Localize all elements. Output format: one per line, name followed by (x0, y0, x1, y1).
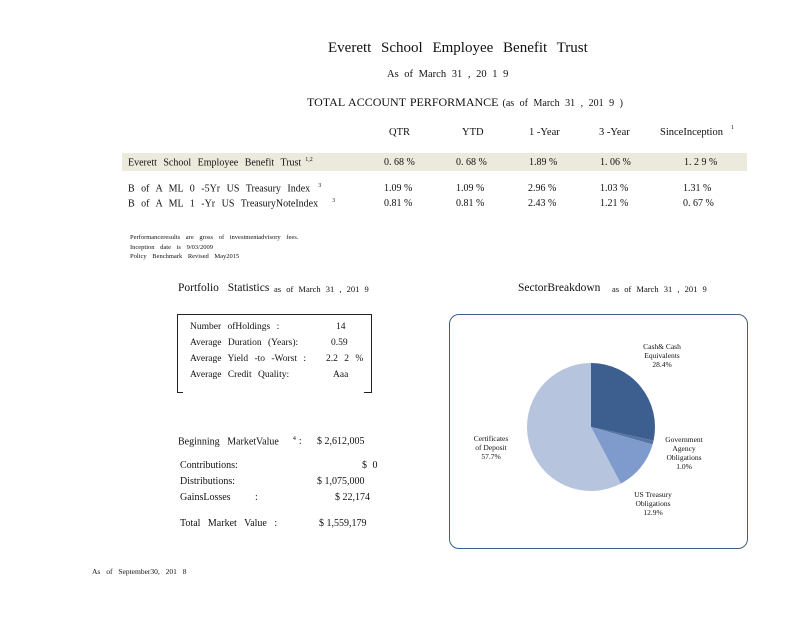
portfolio-stats-box-edge (177, 392, 183, 393)
stat-label-credit: Average Credit Quality: (190, 370, 290, 380)
pie-label-cash: Cash& Cash Equivalents 28.4% (632, 342, 692, 369)
portfolio-stats-title: Portfolio Statistics (178, 282, 270, 294)
report-date: As of March 31 , 20 1 9 (387, 69, 509, 80)
col-header-3yr: 3 -Year (599, 127, 630, 138)
performance-title: TOTAL ACCOUNT PERFORMANCE (as of March 3… (307, 95, 623, 110)
footer-date: As of September30, 201 8 (92, 567, 187, 576)
stat-label-duration: Average Duration (Years): (190, 338, 299, 348)
pie-label-ust: US Treasury Obligations 12.9% (624, 490, 682, 517)
pie-label-line: US Treasury (634, 490, 672, 499)
pie-label-gov: Government Agency Obligations 1.0% (656, 435, 712, 471)
pie-label-line: 57.7% (481, 452, 501, 461)
pie-label-line: Government (665, 435, 703, 444)
perf-cell: 1.31 % (683, 183, 712, 194)
sector-chart-box (449, 314, 748, 549)
pie-slice-3 (526, 363, 621, 491)
sector-breakdown-asof: as of March 31 , 201 9 (612, 284, 707, 294)
beginning-market-value-label: Beginning MarketValue 4: (178, 436, 302, 447)
pie-label-line: Obligations (666, 453, 702, 462)
pie-label-line: Certificates (473, 434, 509, 443)
report-title: Everett School Employee Benefit Trust (328, 40, 588, 56)
portfolio-stats-asof: as of March 31 , 201 9 (274, 284, 369, 294)
pie-label-line: of Deposit (475, 443, 507, 452)
perf-row-label-text: B of A ML 0 -5Yr US Treasury Index (128, 183, 311, 195)
performance-asof: (as of March 31 , 201 9 ) (502, 98, 623, 109)
gains-losses-label: GainsLosses : (180, 492, 258, 503)
stat-value-duration: 0.59 (331, 338, 348, 348)
stat-label-holdings: Number ofHoldings : (190, 322, 280, 332)
beginning-market-value-colon: : (298, 436, 302, 448)
footnote-benchmark: Policy Benchmark Revised May2015 (130, 253, 240, 260)
stat-label-yield: Average Yield -to -Worst : (190, 354, 307, 364)
beginning-market-value-note: 4 (292, 436, 296, 442)
perf-row-note: 3 (332, 198, 336, 204)
perf-row-label-text: B of A ML 1 -Yr US TreasuryNoteIndex (128, 198, 319, 210)
col-header-since-inception: SinceInception (660, 127, 723, 138)
pie-label-cd: Certificates of Deposit 57.7% (464, 434, 518, 461)
pie-slice-1 (591, 427, 654, 445)
perf-cell: 1.03 % (600, 183, 629, 194)
pie-label-line: 12.9% (643, 508, 663, 517)
pie-label-line: Cash& Cash (643, 342, 681, 351)
pie-label-line: Agency (672, 444, 696, 453)
perf-cell: 1.09 % (384, 183, 413, 194)
perf-cell: 1.89 % (529, 157, 558, 168)
col-header-ytd: YTD (462, 127, 484, 138)
stat-value-holdings: 14 (336, 322, 346, 332)
stat-value-credit: Aaa (333, 370, 349, 380)
perf-row-label: Everett School Employee Benefit Trust 1,2 (128, 157, 313, 168)
pie-label-line: Obligations (635, 499, 671, 508)
since-inception-footnote: 1 (731, 125, 734, 131)
perf-cell: 2.96 % (528, 183, 557, 194)
sector-breakdown-title: SectorBreakdown (518, 282, 601, 294)
col-header-1yr: 1 -Year (529, 127, 560, 138)
contributions-value: $ 0 (362, 460, 378, 471)
distributions-label: Distributions: (180, 476, 236, 487)
perf-cell: 0. 68 % (384, 157, 415, 168)
perf-cell: 1. 2 9 % (684, 157, 718, 168)
col-header-qtr: QTR (389, 127, 410, 138)
pie-label-line: 1.0% (676, 462, 692, 471)
perf-cell: 0. 67 % (683, 198, 714, 209)
beginning-market-value-text: Beginning MarketValue (178, 436, 279, 448)
performance-title-text: TOTAL ACCOUNT PERFORMANCE (307, 95, 499, 109)
perf-row-label: B of A ML 1 -Yr US TreasuryNoteIndex 3 (128, 198, 335, 209)
portfolio-stats-box (177, 314, 372, 393)
sector-pie-chart (526, 363, 656, 491)
pie-slice-2 (591, 427, 653, 484)
distributions-value: $ 1,075,000 (317, 476, 365, 487)
stat-value-yield: 2.2 2 % (326, 354, 364, 364)
footnote-inception: Inception date is 9/03/2009 (130, 244, 213, 251)
total-market-value-label: Total Market Value : (180, 518, 278, 529)
pie-label-line: Equivalents (644, 351, 680, 360)
since-inception-label: SinceInception (660, 127, 723, 138)
total-market-value: $ 1,559,179 (319, 518, 367, 529)
perf-row-note: 3 (318, 183, 322, 189)
beginning-market-value: $ 2,612,005 (317, 436, 365, 447)
perf-cell: 0.81 % (384, 198, 413, 209)
perf-cell: 1. 06 % (600, 157, 631, 168)
perf-cell: 2.43 % (528, 198, 557, 209)
highlight-row (122, 153, 747, 171)
footnote-performance: Performanceresults are gross of investme… (130, 234, 299, 241)
perf-cell: 1.09 % (456, 183, 485, 194)
perf-cell: 0. 68 % (456, 157, 487, 168)
perf-row-label-text: Everett School Employee Benefit Trust (128, 157, 302, 169)
perf-row-note: 1,2 (305, 157, 313, 163)
perf-cell: 0.81 % (456, 198, 485, 209)
portfolio-stats-box-edge (364, 392, 371, 393)
perf-cell: 1.21 % (600, 198, 629, 209)
contributions-label: Contributions: (180, 460, 238, 471)
perf-row-label: B of A ML 0 -5Yr US Treasury Index 3 (128, 183, 321, 194)
pie-label-line: 28.4% (652, 360, 672, 369)
gains-losses-value: $ 22,174 (335, 492, 370, 503)
pie-slice-0 (591, 363, 656, 441)
